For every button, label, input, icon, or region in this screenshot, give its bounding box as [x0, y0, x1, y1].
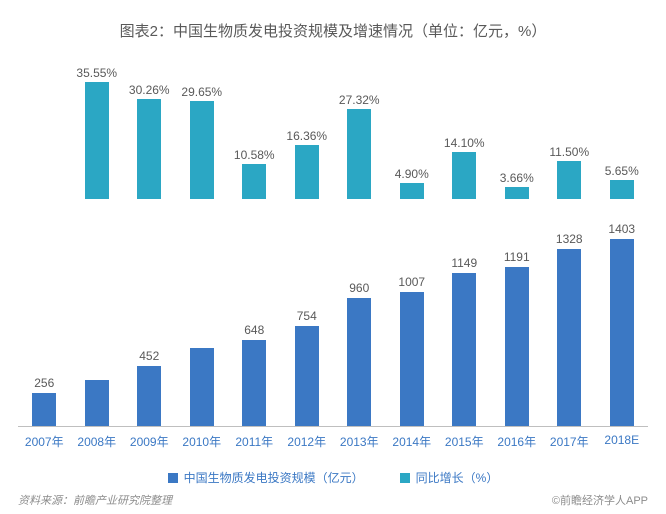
- growth-bar: [505, 187, 529, 199]
- investment-value-label: 452: [139, 349, 159, 363]
- category-label: 2015年: [445, 433, 484, 450]
- growth-bar: [557, 161, 581, 199]
- growth-value-label: 29.65%: [181, 85, 222, 99]
- investment-bar: [610, 239, 634, 427]
- column: 64810.58%2011年: [228, 47, 281, 427]
- investment-value-label: 1149: [451, 256, 477, 270]
- plot-area: 2562007年35.55%2008年45230.26%2009年29.65%2…: [18, 47, 648, 427]
- x-axis-baseline: [18, 426, 648, 427]
- column: 11913.66%2016年: [491, 47, 544, 427]
- growth-value-label: 11.50%: [549, 145, 589, 159]
- category-label: 2017年: [550, 433, 589, 450]
- category-label: 2013年: [340, 433, 379, 450]
- column: 29.65%2010年: [176, 47, 229, 427]
- column: 35.55%2008年: [71, 47, 124, 427]
- investment-bar: [347, 298, 371, 427]
- category-label: 2008年: [77, 433, 116, 450]
- investment-value-label: 754: [297, 309, 317, 323]
- category-label: 2016年: [497, 433, 536, 450]
- chart-container: 图表2：中国生物质发电投资规模及增速情况（单位：亿元，%） 2562007年35…: [0, 0, 666, 514]
- columns-wrap: 2562007年35.55%2008年45230.26%2009年29.65%2…: [18, 47, 648, 427]
- column: 114914.10%2015年: [438, 47, 491, 427]
- legend-swatch-growth: [400, 473, 410, 483]
- growth-bar: [295, 145, 319, 199]
- growth-bar: [347, 109, 371, 199]
- investment-value-label: 1328: [556, 232, 583, 246]
- legend-label-growth: 同比增长（%）: [416, 469, 499, 486]
- growth-value-label: 3.66%: [500, 171, 534, 185]
- investment-value-label: 960: [349, 281, 369, 295]
- column: 45230.26%2009年: [123, 47, 176, 427]
- legend-item-growth: 同比增长（%）: [400, 469, 499, 486]
- growth-value-label: 5.65%: [605, 164, 639, 178]
- category-label: 2009年: [130, 433, 169, 450]
- growth-value-label: 35.55%: [76, 66, 117, 80]
- growth-value-label: 27.32%: [339, 93, 380, 107]
- growth-value-label: 4.90%: [395, 167, 429, 181]
- category-label: 2012年: [287, 433, 326, 450]
- investment-bar: [505, 267, 529, 427]
- growth-bar: [400, 183, 424, 199]
- category-label: 2014年: [392, 433, 431, 450]
- legend-label-investment: 中国生物质发电投资规模（亿元）: [184, 469, 364, 486]
- legend: 中国生物质发电投资规模（亿元） 同比增长（%）: [0, 469, 666, 486]
- chart-title: 图表2：中国生物质发电投资规模及增速情况（单位：亿元，%）: [18, 20, 648, 41]
- column: 2562007年: [18, 47, 71, 427]
- column: 14035.65%2018E: [596, 47, 649, 427]
- column: 75416.36%2012年: [281, 47, 334, 427]
- category-label: 2010年: [182, 433, 221, 450]
- investment-bar: [295, 326, 319, 427]
- investment-bar: [400, 292, 424, 427]
- investment-bar: [557, 249, 581, 427]
- growth-bar: [190, 101, 214, 199]
- investment-bar: [32, 393, 56, 427]
- investment-value-label: 1007: [398, 275, 425, 289]
- investment-bar: [242, 340, 266, 427]
- source-note: 资料来源：前瞻产业研究院整理: [18, 492, 172, 508]
- investment-bar: [190, 348, 214, 427]
- investment-bar: [137, 366, 161, 427]
- investment-value-label: 1403: [608, 222, 635, 236]
- column: 132811.50%2017年: [543, 47, 596, 427]
- growth-bar: [610, 180, 634, 199]
- column: 10074.90%2014年: [386, 47, 439, 427]
- investment-value-label: 1191: [504, 250, 530, 264]
- investment-bar: [452, 273, 476, 427]
- growth-bar: [242, 164, 266, 199]
- column: 96027.32%2013年: [333, 47, 386, 427]
- growth-bar: [85, 82, 109, 199]
- investment-value-label: 648: [244, 323, 264, 337]
- category-label: 2007年: [25, 433, 64, 450]
- growth-value-label: 30.26%: [129, 83, 170, 97]
- brand-note: ©前瞻经济学人APP: [552, 492, 648, 508]
- legend-item-investment: 中国生物质发电投资规模（亿元）: [168, 469, 364, 486]
- growth-bar: [452, 152, 476, 199]
- growth-value-label: 16.36%: [286, 129, 327, 143]
- growth-bar: [137, 99, 161, 199]
- growth-value-label: 10.58%: [234, 148, 275, 162]
- legend-swatch-investment: [168, 473, 178, 483]
- investment-bar: [85, 380, 109, 427]
- growth-value-label: 14.10%: [444, 136, 485, 150]
- category-label: 2011年: [235, 433, 273, 450]
- investment-value-label: 256: [34, 376, 54, 390]
- category-label: 2018E: [604, 433, 639, 447]
